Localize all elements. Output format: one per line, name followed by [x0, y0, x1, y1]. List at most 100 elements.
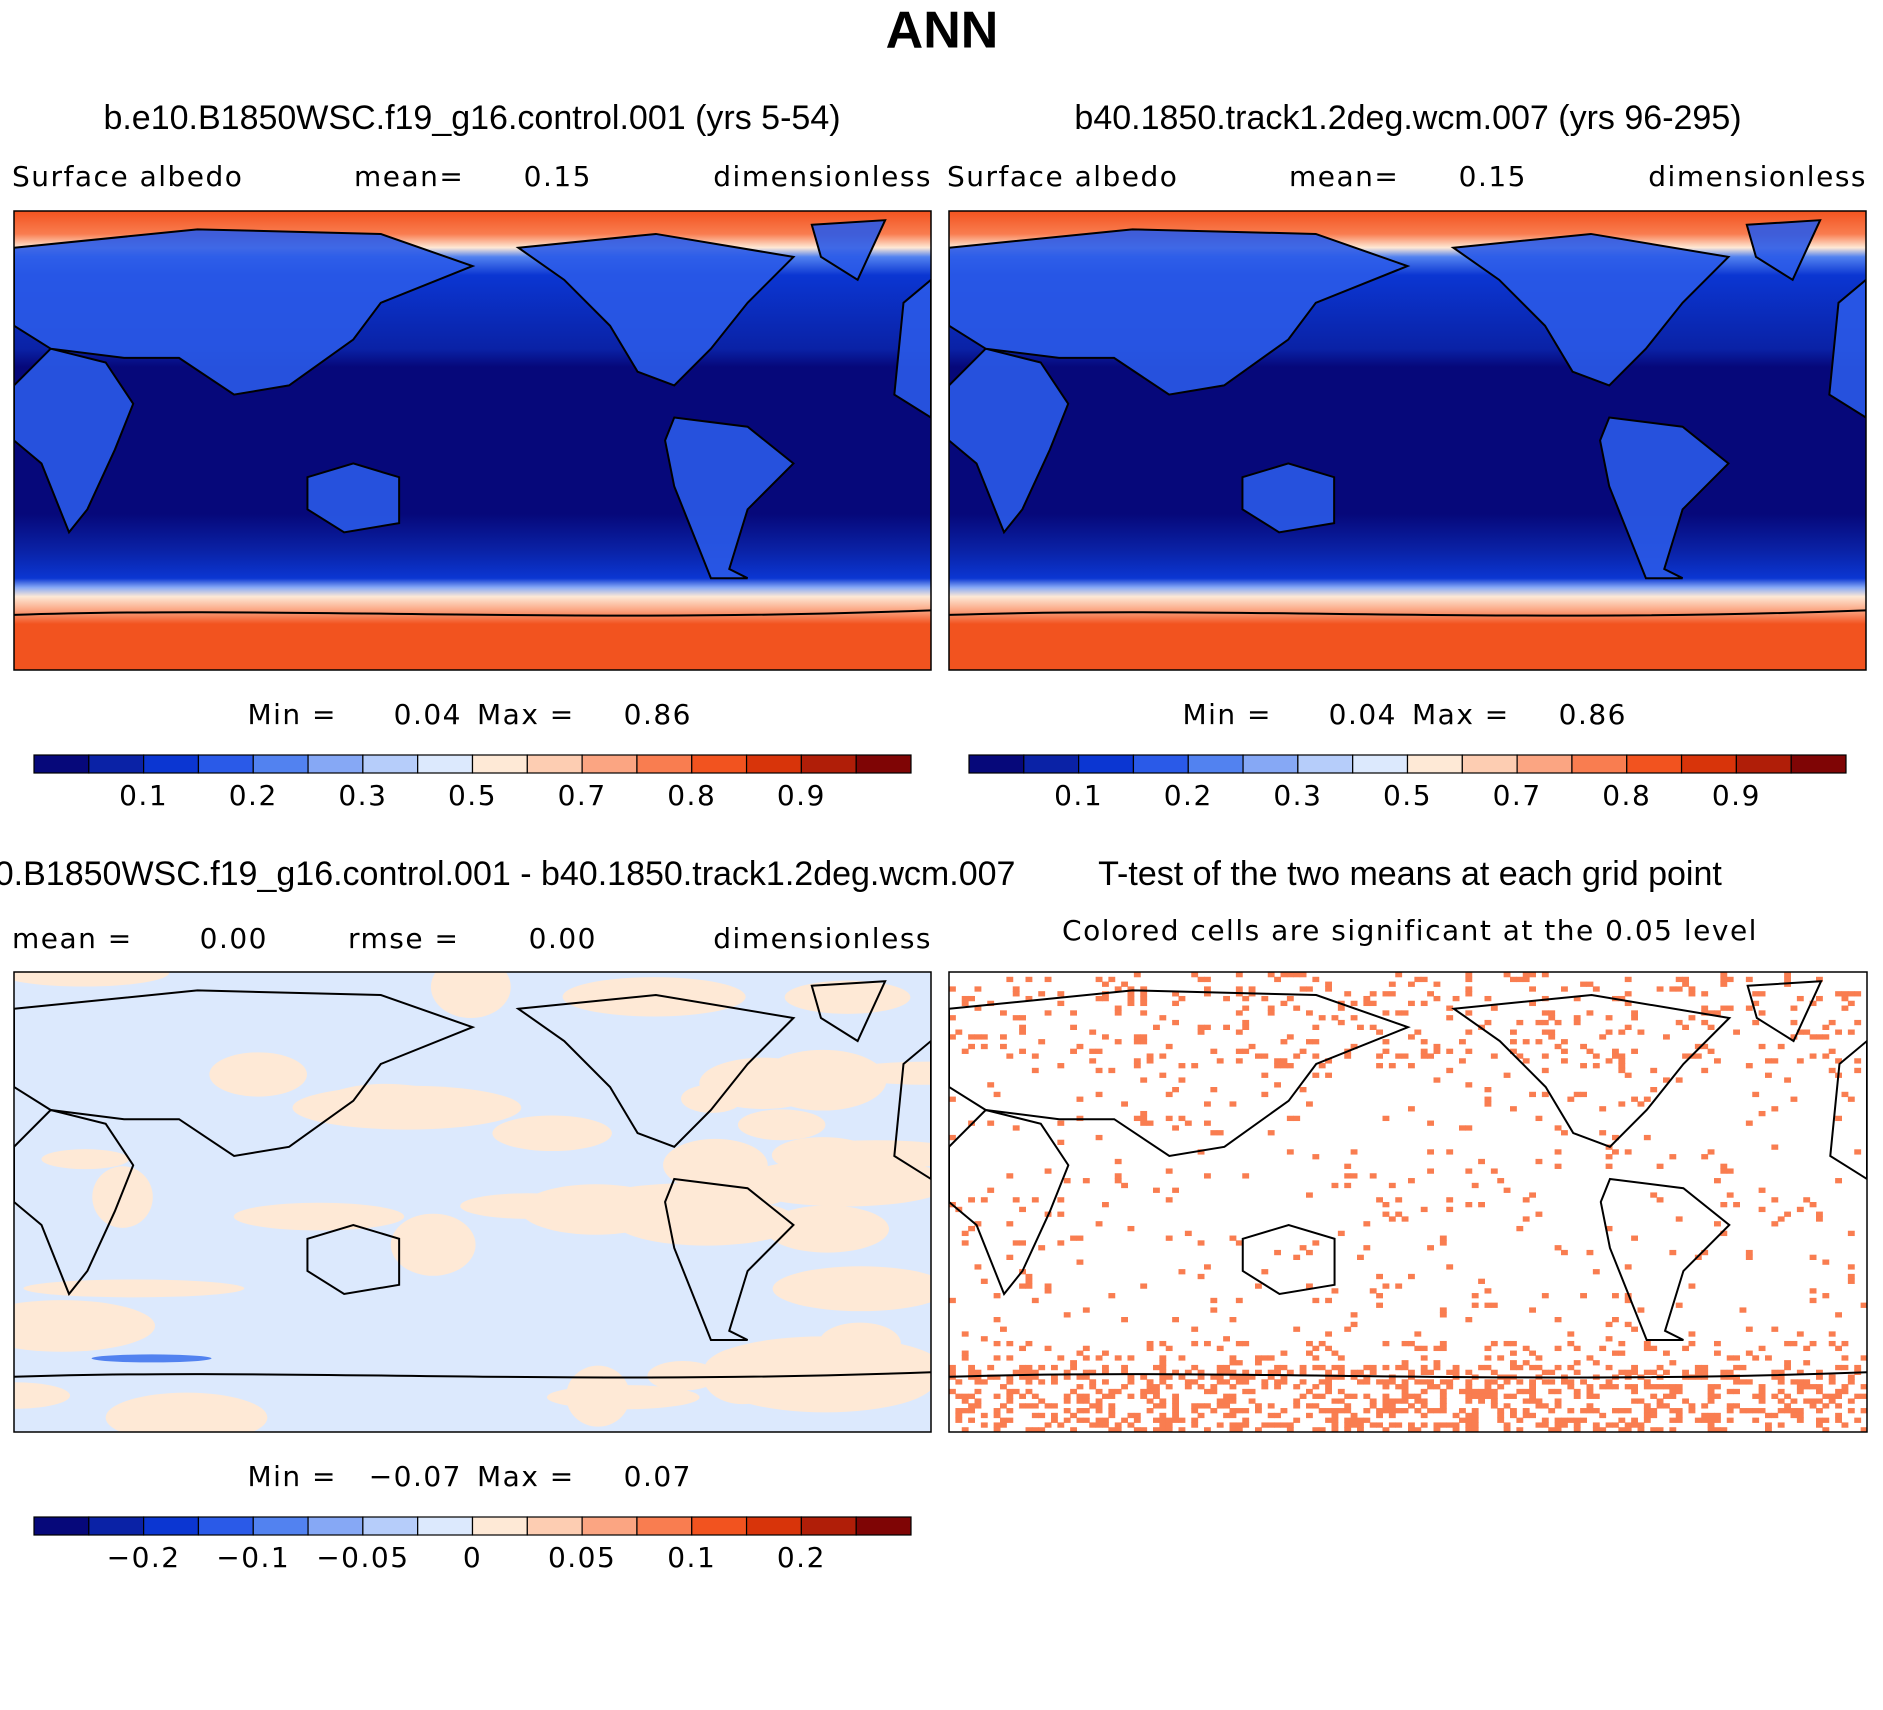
significant-cell	[1382, 1340, 1390, 1347]
significant-cell	[1427, 1245, 1434, 1251]
significant-cell	[1471, 1388, 1479, 1395]
significant-cell	[1720, 976, 1728, 983]
significant-cell	[1835, 1388, 1842, 1395]
significant-cell	[1637, 1398, 1645, 1404]
significant-cell	[1529, 1364, 1536, 1371]
significant-cell	[1197, 1412, 1205, 1419]
significant-cell	[1395, 1398, 1403, 1404]
significant-cell	[1133, 1063, 1141, 1069]
significant-cell	[1388, 1422, 1396, 1428]
significant-cell	[1191, 1408, 1199, 1414]
significant-cell	[1599, 1345, 1607, 1352]
significant-cell	[974, 1379, 982, 1385]
significant-cell	[1490, 1369, 1498, 1375]
significant-cell	[1280, 1374, 1288, 1380]
significant-cell	[1414, 976, 1422, 983]
significant-cell	[1019, 1024, 1026, 1030]
significant-cell	[1733, 1379, 1740, 1385]
significant-cell	[1809, 1340, 1817, 1347]
significant-cell	[1478, 1393, 1485, 1399]
significant-cell	[1108, 976, 1116, 983]
significant-cell	[1714, 1412, 1721, 1419]
significant-cell	[1650, 1408, 1658, 1414]
significant-cell	[1235, 972, 1243, 978]
significant-cell	[1369, 1024, 1377, 1030]
significant-cell	[961, 995, 969, 1002]
significant-cell	[1331, 1408, 1339, 1414]
mean-label: mean=	[1289, 160, 1399, 193]
significant-cell	[1529, 1393, 1536, 1399]
significant-cell	[1573, 1388, 1581, 1395]
significant-cell	[1631, 1048, 1638, 1054]
significant-cell	[1318, 1364, 1326, 1371]
significant-cell	[1178, 1077, 1186, 1083]
significant-cell	[1318, 1393, 1326, 1399]
significant-cell	[1439, 1307, 1447, 1313]
significant-cell	[1012, 991, 1020, 997]
significant-cell	[1350, 1369, 1358, 1375]
significant-cell	[1822, 1034, 1830, 1040]
units: dimensionless	[1648, 160, 1867, 193]
significant-cell	[961, 1048, 969, 1054]
significant-cell	[1548, 1015, 1556, 1021]
significant-cell	[1006, 1254, 1014, 1260]
significant-cell	[1656, 1163, 1664, 1169]
significant-cell	[1471, 1293, 1479, 1299]
significant-cell	[1510, 1106, 1517, 1112]
significant-cell	[1063, 1398, 1071, 1404]
significant-cell	[1790, 1096, 1798, 1102]
significant-cell	[1204, 1101, 1211, 1107]
significant-cell	[1439, 1408, 1447, 1414]
coastline	[1599, 1177, 1731, 1341]
significant-cell	[1478, 1388, 1485, 1395]
significant-cell	[1580, 1063, 1587, 1069]
colorbar-label: 0.1	[667, 1541, 716, 1574]
significant-cell	[1745, 976, 1753, 983]
positive-patch	[390, 1213, 476, 1276]
significant-cell	[1070, 1235, 1077, 1241]
significant-cell	[1248, 986, 1256, 992]
significant-cell	[1420, 1355, 1428, 1361]
significant-cell	[1216, 1369, 1224, 1375]
significant-cell	[1796, 1331, 1804, 1337]
significant-cell	[1675, 1417, 1683, 1423]
min-label: Min =	[247, 1460, 337, 1493]
significant-cell	[1286, 1369, 1294, 1375]
significant-cell	[1031, 1369, 1039, 1375]
significant-cell	[1446, 1048, 1454, 1054]
significant-cell	[1172, 1087, 1179, 1093]
significant-cell	[1643, 1417, 1651, 1423]
significant-cell	[1733, 1374, 1740, 1380]
significant-cell	[1229, 1369, 1237, 1375]
significant-cell	[1701, 1249, 1709, 1256]
significant-cell	[1293, 1417, 1301, 1423]
significant-cell	[1809, 1297, 1817, 1304]
significant-cell	[1580, 1379, 1587, 1385]
significant-cell	[1726, 1005, 1734, 1011]
significant-cell	[1554, 1403, 1562, 1409]
significant-cell	[1038, 1039, 1046, 1045]
significant-cell	[1146, 1384, 1154, 1390]
coastline	[1450, 232, 1731, 387]
significant-cell	[1828, 1048, 1836, 1054]
significant-cell	[1019, 1048, 1026, 1054]
significant-cell	[1612, 1350, 1619, 1356]
significant-cell	[1133, 972, 1141, 978]
significant-cell	[1165, 1168, 1173, 1174]
significant-cell	[1051, 1364, 1058, 1371]
significant-cell	[1835, 1058, 1842, 1064]
significant-cell	[1522, 1216, 1530, 1222]
panel-title: b.e10.B1850WSC.f19_g16.control.001 (yrs …	[103, 99, 840, 137]
significant-cell	[1694, 1043, 1702, 1050]
significant-cell	[1388, 1412, 1396, 1419]
significant-cell	[1159, 1355, 1167, 1361]
significant-cell	[1376, 1408, 1383, 1414]
significant-cell	[1038, 1427, 1046, 1432]
significant-cell	[1758, 1206, 1766, 1213]
significant-cell	[1025, 1364, 1033, 1371]
significant-cell	[1707, 1412, 1715, 1419]
significant-cell	[1108, 1293, 1116, 1299]
significant-cell	[1306, 1403, 1313, 1409]
significant-cell	[1554, 1043, 1562, 1050]
significant-cell	[1012, 986, 1020, 992]
